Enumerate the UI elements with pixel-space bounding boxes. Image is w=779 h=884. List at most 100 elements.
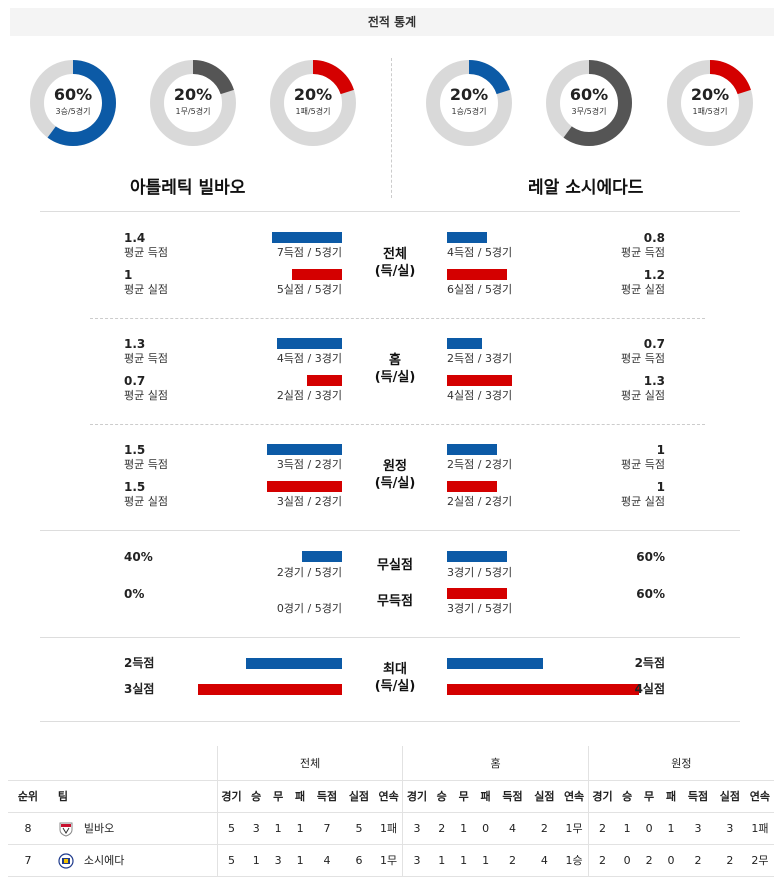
sociedad-logo-icon — [58, 852, 74, 869]
away-avg-score-label: 평균 득점 — [621, 352, 665, 365]
col-team: 팀 — [47, 780, 218, 813]
divider — [40, 721, 740, 722]
away-concede-bar — [447, 269, 507, 280]
page-title: 전적 통계 — [10, 8, 774, 36]
stat-cell: 0 — [660, 844, 683, 877]
stat-cell: 2 — [528, 812, 561, 845]
bilbao-logo-icon — [59, 822, 73, 837]
home-score-bar — [267, 444, 342, 455]
category-title: 최대 — [383, 662, 407, 677]
home-clean-sheet-bar — [302, 551, 342, 562]
home-score-caption: 4득점 / 3경기 — [276, 352, 342, 365]
stat-cell: 5 — [342, 812, 375, 845]
away-no-score-bar — [447, 588, 507, 599]
away-max-concede-bar — [447, 684, 639, 695]
away-avg-concede-value: 1.3 — [643, 374, 665, 388]
stat-cell: 1 — [289, 844, 312, 877]
home-avg-concede-value: 1 — [124, 268, 133, 282]
category-subtitle: (득/실) — [374, 370, 416, 385]
rank-cell: 8 — [8, 812, 48, 845]
away-max-score-bar — [447, 658, 543, 669]
table-column-header: 순위 팀 경기 승 무 패 득점 실점 연속 경기 승 무 패 득점 실점 연속 경기 승 무 패 득점 실점 연속 — [8, 780, 774, 813]
col-header: 무 — [452, 780, 475, 813]
rank-cell: 7 — [8, 844, 48, 877]
category-label: 원정 (득/실) — [355, 458, 435, 492]
divider — [40, 211, 740, 212]
stat-cell: 2무 — [745, 844, 774, 877]
stat-cell: 2 — [496, 844, 529, 877]
col-header: 득점 — [682, 780, 714, 813]
stat-cell: 4 — [496, 812, 529, 845]
category-label: 전체 (득/실) — [355, 246, 435, 280]
home-concede-bar — [292, 269, 342, 280]
donut-chart — [667, 60, 753, 146]
col-header: 패 — [474, 780, 497, 813]
away-avg-score-label: 평균 득점 — [621, 246, 665, 259]
table-group-header: 전체 홈 원정 — [8, 746, 774, 781]
col-header: 승 — [245, 780, 268, 813]
stat-cell: 0 — [638, 812, 661, 845]
stat-cell: 0 — [474, 812, 497, 845]
donut-record: 1무/5경기 — [175, 107, 211, 116]
away-score-caption: 4득점 / 5경기 — [447, 246, 513, 259]
team-cell[interactable]: 빌바오 — [47, 812, 218, 845]
col-header: 실점 — [528, 780, 561, 813]
donut-percent: 20% — [293, 85, 333, 104]
home-max-score-bar — [246, 658, 342, 669]
stat-cell: 2 — [682, 844, 714, 877]
col-header: 득점 — [496, 780, 529, 813]
stat-cell: 3 — [245, 812, 268, 845]
divider — [40, 637, 740, 638]
home-avg-score-label: 평균 득점 — [124, 458, 168, 471]
category-subtitle: (득/실) — [374, 679, 416, 694]
stat-cell: 1무 — [374, 844, 403, 877]
col-header: 경기 — [217, 780, 246, 813]
category-title: 홈 — [389, 353, 401, 368]
home-loss-donut: 20% 1패/5경기 — [268, 58, 358, 148]
donut-chart — [30, 60, 116, 146]
away-concede-bar — [447, 375, 512, 386]
team-divider — [391, 58, 392, 198]
away-score-caption: 2득점 / 3경기 — [447, 352, 513, 365]
stat-cell: 6 — [342, 844, 375, 877]
home-draw-donut: 20% 1무/5경기 — [148, 58, 238, 148]
donut-record: 1패/5경기 — [295, 107, 331, 116]
stat-cell: 1 — [430, 844, 453, 877]
team-cell[interactable]: 소시에다 — [47, 844, 218, 877]
stat-cell: 3 — [682, 812, 714, 845]
away-no-score-value: 60% — [636, 587, 665, 601]
away-draw-donut: 60% 3무/5경기 — [544, 58, 634, 148]
donut-percent: 20% — [449, 85, 489, 104]
away-concede-bar — [447, 481, 497, 492]
col-header: 실점 — [713, 780, 746, 813]
col-header: 연속 — [374, 780, 403, 813]
stat-cell: 1 — [452, 844, 475, 877]
home-score-bar — [272, 232, 342, 243]
home-concede-bar — [267, 481, 342, 492]
away-clean-sheet-value: 60% — [636, 550, 665, 564]
donut-percent: 20% — [690, 85, 730, 104]
col-header: 경기 — [402, 780, 431, 813]
away-win-donut: 20% 1승/5경기 — [424, 58, 514, 148]
category-title: 전체 — [383, 247, 407, 262]
away-avg-concede-label: 평균 실점 — [621, 495, 665, 508]
home-score-caption: 7득점 / 5경기 — [276, 246, 342, 259]
away-loss-donut: 20% 1패/5경기 — [665, 58, 755, 148]
stat-cell: 2 — [638, 844, 661, 877]
away-avg-concede-value: 1 — [656, 480, 665, 494]
stat-cell: 1승 — [560, 844, 589, 877]
standings-table: 전체 홈 원정 순위 팀 경기 승 무 패 득점 실점 연속 경기 승 무 패 득점 실점 연속 경기 승… — [8, 746, 774, 877]
col-header: 패 — [660, 780, 683, 813]
away-avg-concede-label: 평균 실점 — [621, 389, 665, 402]
away-score-bar — [447, 444, 497, 455]
category-title: 원정 — [383, 459, 407, 474]
stat-cell: 2 — [430, 812, 453, 845]
col-header: 연속 — [560, 780, 589, 813]
home-max-score: 2득점 — [124, 656, 155, 670]
home-win-donut: 60% 3승/5경기 — [28, 58, 118, 148]
stat-cell: 1 — [474, 844, 497, 877]
home-avg-score-label: 평균 득점 — [124, 246, 168, 259]
home-avg-concede-label: 평균 실점 — [124, 389, 168, 402]
donut-chart — [270, 60, 356, 146]
divider — [90, 318, 705, 319]
